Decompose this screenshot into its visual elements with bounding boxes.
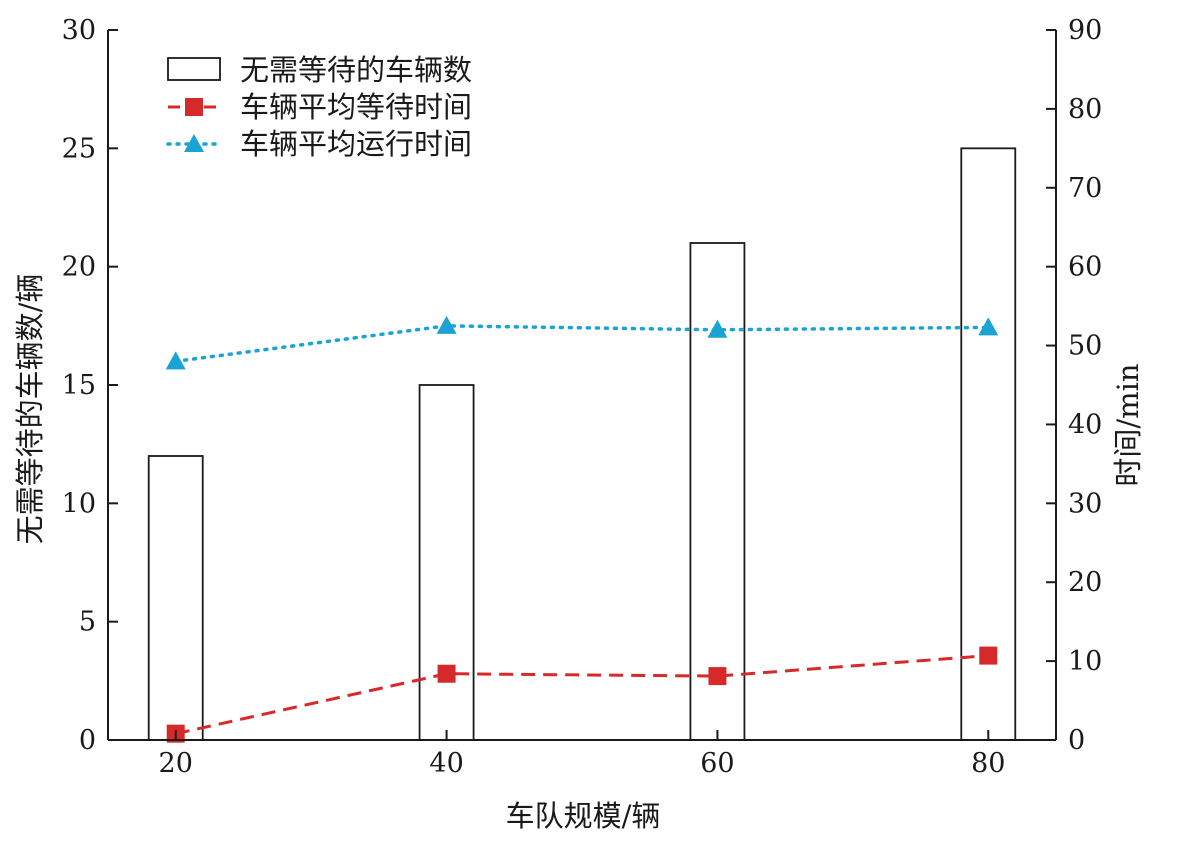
y2-tick-label-40: 40 (1068, 409, 1102, 440)
y2-tick-label-0: 0 (1068, 725, 1085, 756)
plot-area (147, 147, 1017, 743)
waiting-time-point-60 (708, 667, 727, 686)
y-tick-label-30: 30 (62, 15, 96, 46)
y-tick-label-0: 0 (79, 725, 96, 756)
waiting-time-point-40 (437, 664, 456, 683)
legend-label-waiting: 车辆平均等待时间 (240, 90, 472, 124)
y2-tick-label-70: 70 (1068, 173, 1102, 204)
y-axis-label: 无需等待的车辆数/辆 (13, 274, 47, 545)
x-tick-label-80: 80 (971, 748, 1005, 779)
y2-tick-label-20: 20 (1068, 567, 1102, 598)
y-tick-label-5: 5 (79, 607, 96, 638)
y2-tick-label-90: 90 (1068, 15, 1102, 46)
x-tick-label-20: 20 (159, 748, 193, 779)
x-tick-label-40: 40 (429, 748, 463, 779)
waiting-time-line (175, 654, 989, 736)
running-time-point-40 (436, 315, 457, 334)
running-time-point-60 (707, 319, 728, 338)
y-tick-label-15: 15 (62, 370, 96, 401)
y-tick-label-25: 25 (62, 133, 96, 164)
y2-tick-label-60: 60 (1068, 252, 1102, 283)
running-time-line (173, 324, 991, 364)
y2-tick-label-10: 10 (1068, 646, 1102, 677)
y2-axis-label: 时间/min (1111, 363, 1145, 486)
y2-tick-label-80: 80 (1068, 94, 1102, 125)
legend-label-bar: 无需等待的车辆数 (240, 53, 472, 87)
bar-40 (418, 384, 475, 741)
y-tick-label-20: 20 (62, 252, 96, 283)
y-tick-label-10: 10 (62, 488, 96, 519)
waiting-time-point-80 (979, 646, 998, 665)
y2-tick-label-50: 50 (1068, 331, 1102, 362)
legend-label-running: 车辆平均运行时间 (240, 127, 472, 161)
x-tick-label-60: 60 (700, 748, 734, 779)
x-axis-label: 车队规模/辆 (506, 799, 661, 833)
bar-20 (147, 455, 204, 741)
running-time-point-20 (165, 351, 186, 370)
bar-60 (689, 242, 746, 741)
legend-swatch-running-marker (184, 134, 204, 152)
legend-swatch-waiting-marker (185, 98, 203, 116)
y2-tick-label-30: 30 (1068, 488, 1102, 519)
bar-80 (960, 147, 1017, 741)
running-time-point-80 (978, 317, 999, 336)
legend-swatch-bar (167, 57, 221, 81)
axes: 0 5 10 15 20 25 30 0 10 20 30 40 50 60 70 80 90 20 40 60 80 (62, 15, 1103, 779)
